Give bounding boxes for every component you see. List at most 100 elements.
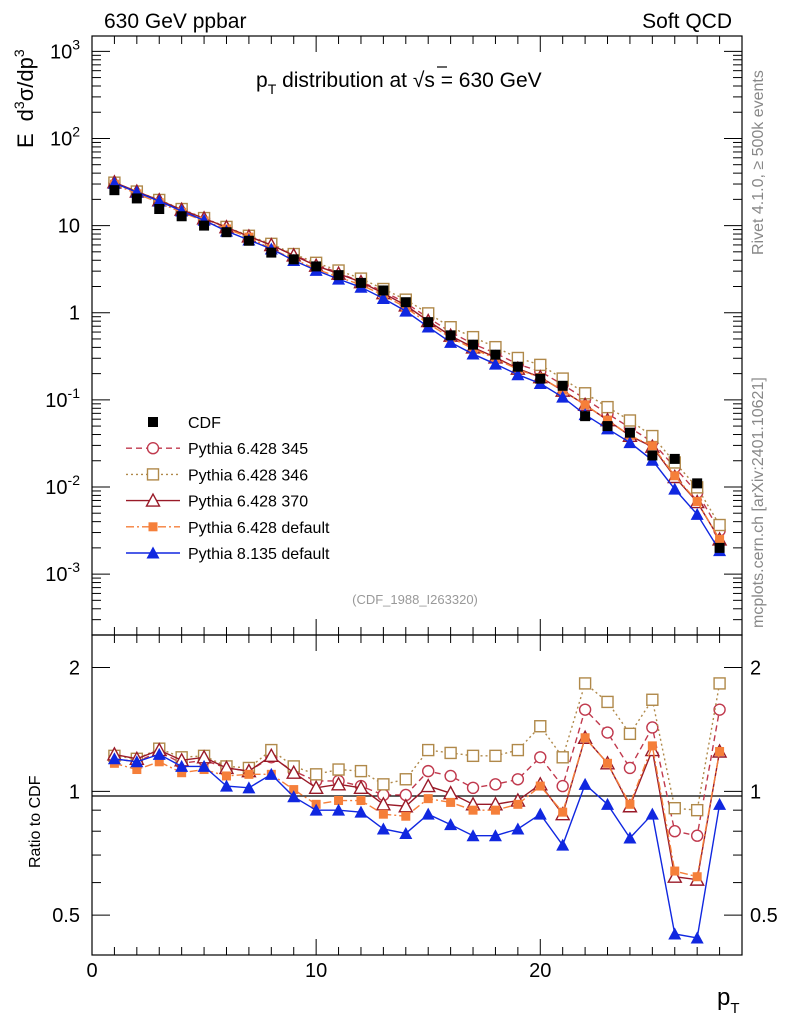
cdf-data-point	[423, 317, 434, 328]
y-tick-label: 103	[50, 36, 80, 63]
series-2-ratio-point	[330, 776, 347, 791]
legend-label: CDF	[188, 415, 221, 432]
series-2-ratio-point	[308, 779, 324, 795]
series-4-ratio-point	[556, 838, 570, 851]
header-right: Soft QCD	[642, 10, 732, 33]
series-4-main-line	[114, 182, 721, 551]
cdf-data-point	[154, 204, 165, 215]
series-1-ratio-point	[399, 773, 412, 786]
series-3-ratio-point	[535, 781, 545, 791]
series-0-ratio-point	[623, 761, 637, 775]
series-1-ratio-point	[713, 677, 726, 690]
series-4-main-point	[376, 291, 390, 304]
series-1-main-point	[623, 414, 637, 427]
series-3-main-point	[715, 534, 725, 544]
series-1-main-point	[713, 518, 726, 532]
series-1-ratio-point	[444, 746, 457, 760]
y-tick-label: 10-3	[45, 559, 80, 586]
analysis-id: (CDF_1988_I263320)	[352, 592, 478, 607]
series-0-ratio-point	[489, 778, 502, 791]
series-3-ratio-point	[289, 785, 299, 795]
series-3-ratio-point	[401, 811, 411, 821]
series-4-ratio-point	[713, 797, 727, 810]
cdf-data-point	[490, 349, 501, 360]
cdf-data-point	[288, 254, 299, 265]
ratio-plot-frame	[91, 634, 743, 956]
series-1-main-point	[601, 400, 614, 414]
ratio-y-tick-label: 0.5	[750, 905, 778, 927]
legend-label: Pythia 8.135 default	[188, 546, 330, 563]
series-4-ratio-point	[601, 797, 615, 810]
series-1-ratio-line	[114, 682, 721, 811]
y-tick-label: 1	[69, 303, 80, 325]
legend-marker	[145, 492, 161, 507]
series-2-main-line	[114, 181, 721, 540]
series-4-ratio-point	[533, 807, 547, 820]
series-1-ratio-point	[534, 720, 547, 733]
series-0-ratio-point	[646, 721, 659, 734]
x-tick-label: 20	[529, 960, 551, 982]
cdf-data-point	[557, 380, 568, 391]
series-2-ratio-point	[375, 796, 392, 811]
series-3-ratio-point	[625, 799, 635, 809]
series-4-main-point	[444, 335, 458, 348]
series-4-ratio-point	[668, 927, 682, 940]
series-3-ratio-point	[446, 797, 456, 807]
cdf-data-point	[266, 247, 277, 258]
series-3-main-line	[114, 183, 721, 540]
series-3-ratio-point	[334, 796, 344, 806]
series-2-ratio-point	[420, 778, 436, 793]
series-0-ratio-point	[690, 829, 704, 842]
cdf-data-point	[692, 478, 703, 489]
series-4-main-point	[511, 368, 525, 381]
series-4-main-point	[466, 347, 480, 360]
series-4-ratio-point	[376, 822, 390, 835]
series-4-ratio-point	[578, 777, 592, 790]
cdf-data-point	[468, 339, 479, 350]
ratio-y-tick-label: 0.5	[52, 905, 80, 927]
series-4-ratio-point	[197, 759, 211, 772]
series-3-ratio-line	[114, 736, 721, 878]
series-4-ratio-point	[130, 755, 144, 768]
cdf-data-point	[355, 277, 366, 288]
series-3-ratio-point	[423, 794, 433, 804]
series-0-ratio-point	[578, 703, 592, 716]
side-text-bottom: mcplots.cern.ch [arXiv:2401.10621]	[750, 377, 767, 628]
series-4-main-point	[556, 390, 570, 403]
series-3-ratio-point	[558, 807, 568, 817]
series-3-ratio-point	[468, 805, 478, 815]
series-2-ratio-point	[667, 868, 683, 883]
series-4-ratio-point	[488, 829, 502, 842]
ratio-y-tick-label: 1	[69, 781, 80, 803]
legend-marker	[148, 417, 158, 427]
series-1-ratio-point	[466, 749, 480, 763]
series-3-main-point	[692, 496, 702, 506]
cdf-data-point	[221, 227, 232, 238]
series-4-ratio-point	[421, 807, 435, 820]
series-3-main-point	[603, 415, 613, 425]
series-2-ratio-point	[263, 747, 279, 763]
header-left: 630 GeV ppbar	[104, 10, 246, 33]
series-0-ratio-point	[422, 764, 435, 778]
series-3-ratio-point	[603, 758, 613, 768]
legend-marker	[148, 522, 158, 532]
series-3-ratio-point	[647, 741, 657, 751]
series-3-ratio-point	[490, 805, 500, 815]
series-1-ratio-point	[601, 695, 614, 709]
series-2-ratio-point	[353, 779, 369, 795]
series-4-ratio-point	[354, 805, 368, 818]
series-3-ratio-point	[580, 733, 590, 743]
cdf-data-point	[199, 220, 210, 231]
series-1-ratio-point	[511, 743, 525, 757]
cdf-data-point	[109, 185, 120, 196]
cdf-data-point	[602, 421, 613, 432]
series-4-ratio-point	[399, 826, 413, 839]
cdf-data-point	[176, 211, 187, 222]
legend-marker	[146, 442, 160, 455]
series-1-ratio-point	[489, 749, 502, 763]
legend-label: Pythia 6.428 346	[188, 467, 308, 484]
series-4-main-point	[623, 436, 637, 449]
series-0-ratio-point	[556, 779, 569, 793]
cdf-data-point	[311, 261, 322, 272]
x-tick-label: 10	[305, 960, 327, 982]
